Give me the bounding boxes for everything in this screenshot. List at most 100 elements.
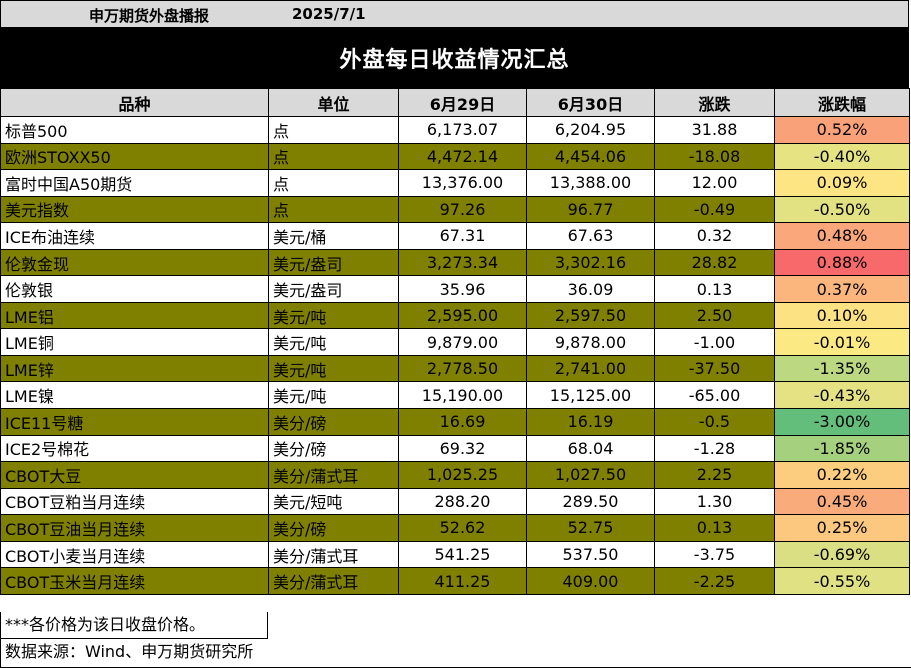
cell-date2: 2,741.00 <box>526 354 655 383</box>
cell-date2: 2,597.50 <box>526 301 655 330</box>
cell-unit: 美元/吨 <box>268 381 399 410</box>
cell-unit: 美分/磅 <box>268 434 399 463</box>
cell-name: 欧洲STOXX50 <box>0 142 269 171</box>
cell-change-pct: -0.43% <box>774 381 910 410</box>
cell-change: 12.00 <box>654 169 775 197</box>
table-row: 伦敦银 美元/盎司 35.96 36.09 0.13 0.37% <box>0 275 910 303</box>
cell-date2: 9,878.00 <box>526 328 655 356</box>
table-row: LME镍 美元/吨 15,190.00 15,125.00 -65.00 -0.43% <box>0 381 910 410</box>
cell-unit: 美分/蒲式耳 <box>268 540 399 569</box>
cell-date1: 9,879.00 <box>398 328 527 356</box>
cell-name: CBOT玉米当月连续 <box>0 567 269 595</box>
cell-name: ICE布油连续 <box>0 222 269 250</box>
cell-date2: 13,388.00 <box>526 169 655 197</box>
cell-name: ICE11号糖 <box>0 408 269 436</box>
cell-name: 伦敦金现 <box>0 248 269 277</box>
cell-unit: 美分/蒲式耳 <box>268 461 399 489</box>
cell-unit: 美元/桶 <box>268 222 399 250</box>
cell-name: ICE2号棉花 <box>0 434 269 463</box>
cell-change: -65.00 <box>654 381 775 410</box>
cell-unit: 美分/蒲式耳 <box>268 567 399 595</box>
cell-date2: 289.50 <box>526 487 655 516</box>
cell-change-pct: -1.85% <box>774 434 910 463</box>
cell-change-pct: -0.40% <box>774 142 910 171</box>
cell-date2: 67.63 <box>526 222 655 250</box>
cell-change-pct: 0.25% <box>774 514 910 542</box>
table-row: ICE2号棉花 美分/磅 69.32 68.04 -1.28 -1.85% <box>0 434 910 463</box>
report-title: 外盘每日收益情况汇总 <box>339 48 570 73</box>
cell-change-pct: -3.00% <box>774 408 910 436</box>
cell-change: 0.32 <box>654 222 775 250</box>
cell-date1: 411.25 <box>398 567 527 595</box>
cell-date1: 52.62 <box>398 514 527 542</box>
cell-date1: 288.20 <box>398 487 527 516</box>
cell-name: LME镍 <box>0 381 269 410</box>
table-row: 欧洲STOXX50 点 4,472.14 4,454.06 -18.08 -0.40% <box>0 142 910 171</box>
cell-date2: 68.04 <box>526 434 655 463</box>
cell-change: 2.25 <box>654 461 775 489</box>
cell-name: 富时中国A50期货 <box>0 169 269 197</box>
col-header-date1: 6月29日 <box>398 88 527 117</box>
cell-change-pct: -1.35% <box>774 354 910 383</box>
cell-unit: 美元/吨 <box>268 328 399 356</box>
cell-date2: 36.09 <box>526 275 655 303</box>
col-header-change-pct: 涨跌幅 <box>774 88 910 117</box>
cell-name: LME铜 <box>0 328 269 356</box>
footnote: ***各价格为该日收盘价格。 <box>0 612 268 639</box>
cell-name: LME锌 <box>0 354 269 383</box>
summary-table: 品种 单位 6月29日 6月30日 涨跌 涨跌幅 标普500 点 6,173.07 6… <box>0 88 910 595</box>
cell-unit: 美元/吨 <box>268 354 399 383</box>
cell-date1: 2,595.00 <box>398 301 527 330</box>
cell-change-pct: 0.88% <box>774 248 910 277</box>
cell-name: CBOT小麦当月连续 <box>0 540 269 569</box>
cell-unit: 点 <box>268 116 399 144</box>
cell-date1: 15,190.00 <box>398 381 527 410</box>
cell-change: -37.50 <box>654 354 775 383</box>
col-header-change: 涨跌 <box>654 88 775 117</box>
cell-change: 0.13 <box>654 275 775 303</box>
cell-change-pct: -0.01% <box>774 328 910 356</box>
cell-date2: 1,027.50 <box>526 461 655 489</box>
company-label: 申万期货外盘播报 <box>89 7 210 25</box>
cell-change: -3.75 <box>654 540 775 569</box>
cell-name: 标普500 <box>0 116 269 144</box>
cell-date1: 35.96 <box>398 275 527 303</box>
cell-date2: 96.77 <box>526 195 655 224</box>
cell-date1: 541.25 <box>398 540 527 569</box>
cell-change: 0.13 <box>654 514 775 542</box>
cell-change-pct: 0.22% <box>774 461 910 489</box>
cell-date1: 16.69 <box>398 408 527 436</box>
table-row: LME锌 美元/吨 2,778.50 2,741.00 -37.50 -1.35% <box>0 354 910 383</box>
cell-date1: 67.31 <box>398 222 527 250</box>
table-header-row: 品种 单位 6月29日 6月30日 涨跌 涨跌幅 <box>0 88 910 117</box>
table-row: 伦敦金现 美元/盎司 3,273.34 3,302.16 28.82 0.88% <box>0 248 910 277</box>
table-row: LME铝 美元/吨 2,595.00 2,597.50 2.50 0.10% <box>0 301 910 330</box>
data-source: 数据来源：Wind、申万期货研究所 <box>0 639 911 668</box>
cell-change: 2.50 <box>654 301 775 330</box>
cell-date1: 4,472.14 <box>398 142 527 171</box>
col-header-date2: 6月30日 <box>526 88 655 117</box>
table-row: CBOT豆油当月连续 美分/磅 52.62 52.75 0.13 0.25% <box>0 514 910 542</box>
cell-change-pct: -0.50% <box>774 195 910 224</box>
cell-name: 美元指数 <box>0 195 269 224</box>
table-row: ICE11号糖 美分/磅 16.69 16.19 -0.5 -3.00% <box>0 408 910 436</box>
cell-date1: 3,273.34 <box>398 248 527 277</box>
cell-unit: 美元/盎司 <box>268 248 399 277</box>
table-row: CBOT豆粕当月连续 美元/短吨 288.20 289.50 1.30 0.45% <box>0 487 910 516</box>
cell-change: -1.28 <box>654 434 775 463</box>
cell-change-pct: 0.10% <box>774 301 910 330</box>
cell-change: 31.88 <box>654 116 775 144</box>
cell-unit: 美元/短吨 <box>268 487 399 516</box>
cell-date2: 52.75 <box>526 514 655 542</box>
cell-unit: 美分/磅 <box>268 514 399 542</box>
report-date: 2025/7/1 <box>292 5 366 23</box>
cell-change: -0.5 <box>654 408 775 436</box>
table-row: CBOT大豆 美分/蒲式耳 1,025.25 1,027.50 2.25 0.22% <box>0 461 910 489</box>
table-row: 富时中国A50期货点 13,376.00 13,388.00 12.00 0.09% <box>0 169 910 197</box>
cell-date1: 2,778.50 <box>398 354 527 383</box>
cell-date1: 1,025.25 <box>398 461 527 489</box>
table-row: LME铜 美元/吨 9,879.00 9,878.00 -1.00 -0.01% <box>0 328 910 356</box>
cell-change-pct: 0.52% <box>774 116 910 144</box>
cell-change-pct: -0.55% <box>774 567 910 595</box>
